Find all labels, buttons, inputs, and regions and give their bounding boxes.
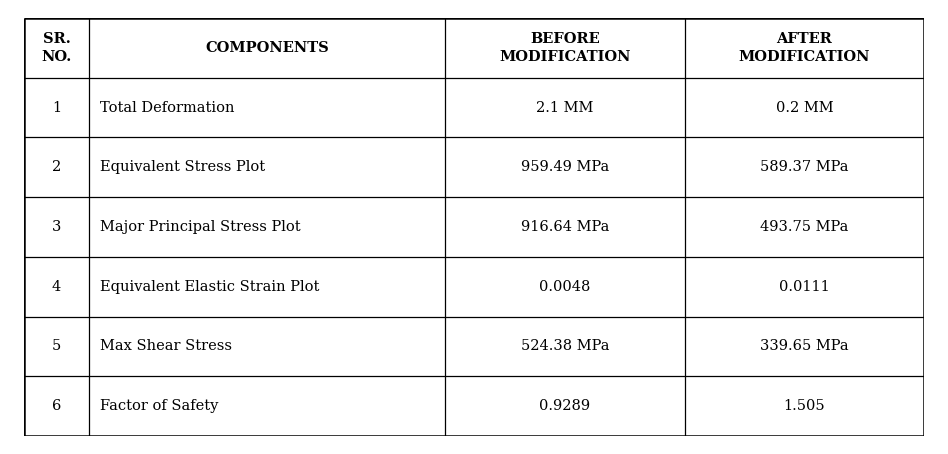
Text: Equivalent Elastic Strain Plot: Equivalent Elastic Strain Plot — [100, 280, 319, 294]
Text: 2: 2 — [52, 160, 62, 174]
Text: BEFORE
MODIFICATION: BEFORE MODIFICATION — [500, 32, 630, 64]
Text: 2.1 MM: 2.1 MM — [537, 101, 593, 115]
Text: SR.
NO.: SR. NO. — [42, 32, 72, 64]
Text: 0.0048: 0.0048 — [539, 280, 591, 294]
Text: 0.0111: 0.0111 — [779, 280, 830, 294]
Text: 5: 5 — [52, 339, 62, 353]
Text: Max Shear Stress: Max Shear Stress — [100, 339, 232, 353]
Text: 0.2 MM: 0.2 MM — [775, 101, 833, 115]
Text: Total Deformation: Total Deformation — [100, 101, 235, 115]
Text: 4: 4 — [52, 280, 62, 294]
Text: Factor of Safety: Factor of Safety — [100, 399, 219, 413]
Text: 0.9289: 0.9289 — [539, 399, 591, 413]
Text: 493.75 MPa: 493.75 MPa — [760, 220, 848, 234]
Text: 959.49 MPa: 959.49 MPa — [520, 160, 609, 174]
Text: 524.38 MPa: 524.38 MPa — [520, 339, 610, 353]
Text: 6: 6 — [52, 399, 62, 413]
Text: 1.505: 1.505 — [784, 399, 826, 413]
Text: 916.64 MPa: 916.64 MPa — [520, 220, 610, 234]
Text: 1: 1 — [52, 101, 61, 115]
Text: 589.37 MPa: 589.37 MPa — [760, 160, 848, 174]
Text: Equivalent Stress Plot: Equivalent Stress Plot — [100, 160, 265, 174]
Text: AFTER
MODIFICATION: AFTER MODIFICATION — [738, 32, 870, 64]
Text: 3: 3 — [52, 220, 62, 234]
Text: Major Principal Stress Plot: Major Principal Stress Plot — [100, 220, 301, 234]
Text: 339.65 MPa: 339.65 MPa — [760, 339, 848, 353]
Text: COMPONENTS: COMPONENTS — [206, 41, 329, 55]
